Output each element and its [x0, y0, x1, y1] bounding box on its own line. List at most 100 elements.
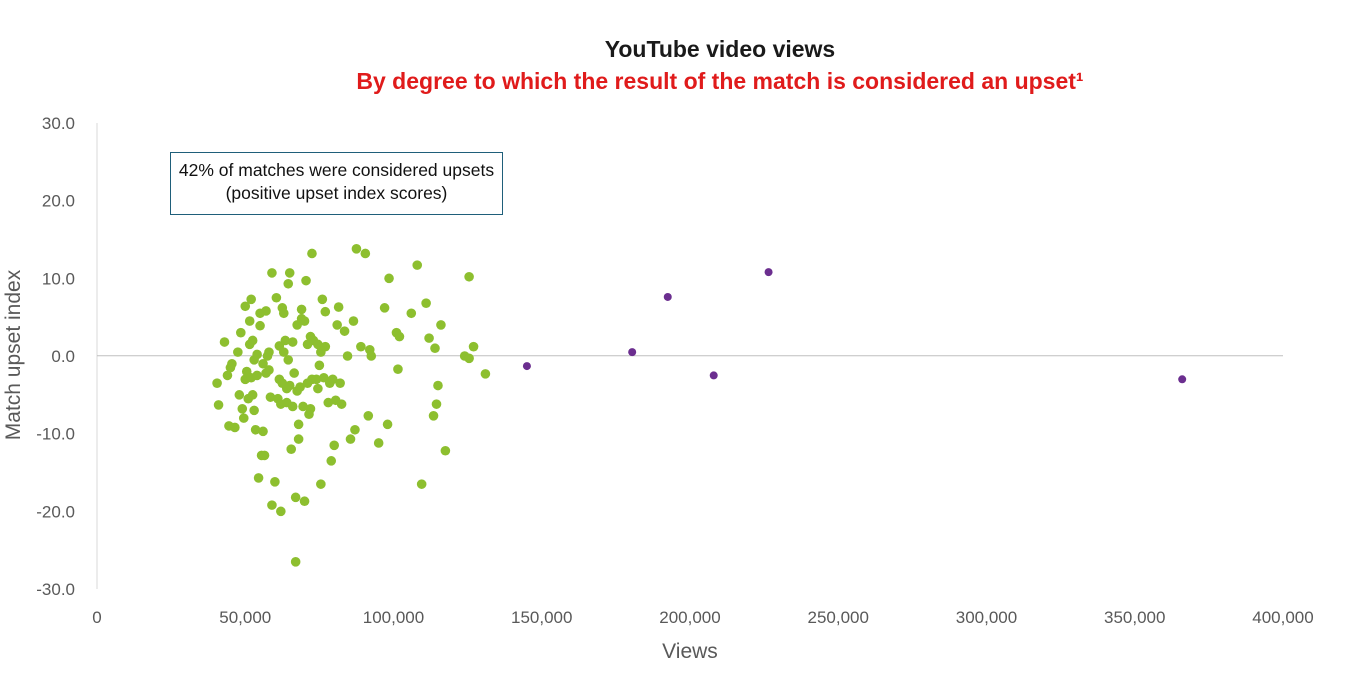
data-point: [464, 271, 474, 282]
data-point: [333, 302, 344, 312]
data-point: [253, 473, 264, 483]
data-point: [351, 244, 362, 254]
data-point: [314, 360, 325, 371]
data-point: [296, 304, 307, 315]
data-point: [363, 411, 374, 421]
data-point: [522, 362, 531, 371]
data-point: [270, 477, 280, 487]
data-point: [313, 383, 323, 394]
data-point: [335, 378, 345, 388]
data-point: [246, 294, 256, 305]
data-point: [430, 343, 440, 354]
data-point: [280, 335, 291, 346]
data-points: [212, 244, 1187, 567]
data-point: [348, 316, 359, 326]
data-point: [259, 450, 270, 461]
data-point: [237, 404, 248, 414]
data-point: [421, 298, 431, 308]
data-point: [265, 392, 276, 402]
data-point: [311, 374, 322, 385]
x-tick-label: 350,000: [1104, 608, 1165, 627]
data-point: [301, 275, 311, 286]
data-point: [212, 378, 222, 388]
data-point: [323, 397, 334, 408]
y-tick-label: -20.0: [36, 502, 75, 521]
data-point: [287, 401, 298, 412]
data-point: [416, 479, 427, 489]
data-point: [440, 445, 451, 456]
data-point: [764, 268, 773, 277]
data-point: [394, 331, 405, 342]
data-point: [267, 500, 277, 510]
data-point: [305, 404, 316, 414]
data-point: [286, 444, 297, 455]
data-point: [238, 413, 249, 423]
data-point: [227, 358, 237, 369]
y-tick-labels: 30.0 20.0 10.0 0.0 -10.0 -20.0 -30.0: [36, 114, 75, 599]
x-tick-labels: 0 50,000 100,000 150,000 200,000 250,000 300,0…: [92, 608, 1313, 627]
data-point: [264, 347, 274, 357]
y-tick-label: 0.0: [51, 347, 75, 366]
data-point: [345, 434, 356, 444]
y-tick-label: 10.0: [42, 269, 75, 288]
data-point: [295, 382, 305, 392]
data-point: [247, 390, 258, 400]
data-point: [299, 316, 310, 326]
data-point: [290, 492, 301, 503]
data-point: [252, 370, 262, 381]
data-point: [284, 380, 295, 391]
data-point: [320, 341, 331, 352]
data-point: [382, 419, 393, 430]
data-point: [278, 308, 289, 319]
y-axis-title: Match upset index: [2, 269, 25, 440]
data-point: [276, 506, 286, 517]
x-tick-label: 0: [92, 608, 101, 627]
data-point: [336, 399, 347, 409]
data-point: [261, 306, 271, 316]
data-point: [284, 268, 295, 278]
data-point: [313, 339, 323, 350]
data-point: [293, 419, 304, 430]
chart-subtitle: By degree to which the result of the mat…: [356, 68, 1084, 94]
data-point: [244, 316, 255, 326]
data-point: [424, 333, 434, 343]
annotation-box: 42% of matches were considered upsets (p…: [170, 152, 503, 215]
data-point: [468, 341, 479, 352]
data-point: [230, 422, 240, 433]
data-point: [258, 426, 268, 437]
x-axis-title: Views: [662, 640, 718, 663]
data-point: [264, 365, 274, 375]
data-point: [287, 337, 298, 347]
data-point: [350, 424, 360, 435]
data-point: [342, 351, 353, 361]
data-point: [249, 405, 259, 416]
data-point: [663, 292, 672, 301]
y-tick-label: -30.0: [36, 580, 75, 599]
data-point: [283, 355, 294, 365]
data-point: [356, 341, 366, 352]
y-tick-label: 30.0: [42, 114, 75, 133]
data-point: [628, 348, 637, 357]
data-point: [290, 557, 301, 567]
data-point: [431, 399, 442, 409]
data-point: [233, 347, 243, 357]
data-point: [329, 440, 340, 451]
data-point: [379, 303, 390, 313]
data-point: [307, 248, 317, 259]
data-point: [252, 349, 262, 360]
x-tick-label: 300,000: [956, 608, 1017, 627]
data-point: [222, 370, 233, 381]
data-point: [250, 424, 261, 435]
data-point: [332, 320, 342, 330]
data-point: [293, 434, 304, 444]
data-point: [464, 353, 474, 364]
data-point: [320, 306, 331, 317]
x-tick-label: 250,000: [808, 608, 869, 627]
data-point: [213, 400, 224, 410]
data-point: [327, 374, 338, 385]
data-point: [219, 337, 230, 347]
data-point: [271, 292, 282, 303]
x-tick-label: 150,000: [511, 608, 572, 627]
